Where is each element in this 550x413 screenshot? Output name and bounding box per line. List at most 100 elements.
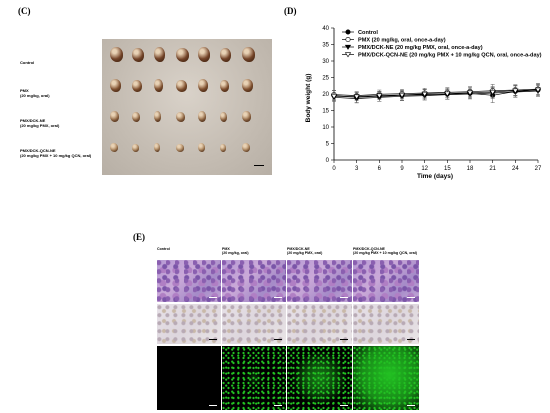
he-stain-tile bbox=[157, 260, 221, 302]
panel-c-row-label-pmx-dck-ne: PMX/DCK-NE (20 mg/kg PMX, oral) bbox=[20, 118, 60, 128]
y-tick-label: 35 bbox=[322, 43, 329, 49]
tumor-sample bbox=[242, 79, 253, 92]
panel-e-col-label-pmx: PMX (20 mg/kg, oral) bbox=[222, 247, 249, 256]
scale-bar bbox=[209, 297, 217, 298]
tumor-sample bbox=[132, 144, 139, 152]
tumor-sample bbox=[198, 79, 208, 92]
tumor-sample bbox=[220, 144, 226, 152]
tumor-sample bbox=[154, 143, 160, 152]
tumor-sample bbox=[132, 80, 142, 92]
series-line bbox=[333, 89, 539, 98]
panel-e-col-label-pmx-dck-ne: PMX/DCK-NE (20 mg/kg PMX, oral) bbox=[287, 247, 323, 256]
data-point bbox=[444, 91, 451, 97]
y-tick-label: 15 bbox=[322, 109, 329, 115]
legend-label: PMX/DCK-QCN-NE (20 mg/kg PMX + 10 mg/kg … bbox=[358, 53, 542, 59]
data-point bbox=[489, 89, 496, 95]
body-weight-chart: 0 5 10 15 20 25 30 35 40 0 3 6 9 12 15 18 21 24 27 Control… bbox=[305, 26, 542, 180]
tumor-sample bbox=[154, 47, 165, 62]
tumor-sample bbox=[198, 111, 206, 122]
scale-bar bbox=[340, 339, 348, 340]
legend-label: PMX (20 mg/kg, oral, once-a-day) bbox=[358, 38, 446, 44]
tumor-sample bbox=[198, 143, 205, 152]
data-point bbox=[353, 94, 360, 100]
y-tick-label: 5 bbox=[326, 142, 330, 148]
x-tick-label: 0 bbox=[332, 166, 336, 172]
x-tick-label: 21 bbox=[489, 166, 496, 172]
x-tick-label: 3 bbox=[355, 166, 359, 172]
x-tick-label: 12 bbox=[421, 166, 428, 172]
x-tick-label: 27 bbox=[535, 166, 542, 172]
tumor-sample bbox=[132, 112, 140, 122]
tumor-sample bbox=[220, 48, 231, 62]
tumor-photo bbox=[102, 39, 272, 175]
data-point bbox=[344, 52, 352, 58]
series-3 bbox=[330, 84, 542, 101]
scale-bar bbox=[209, 405, 217, 406]
y-tick-label: 30 bbox=[322, 59, 329, 65]
he-stain-tile bbox=[222, 260, 286, 302]
tumor-sample bbox=[176, 80, 187, 92]
panel-c-row-label-pmx-dck-qcn-ne: PMX/DCK-QCN-NE (20 mg/kg PMX + 10 mg/kg … bbox=[20, 148, 92, 158]
series-line bbox=[333, 88, 539, 97]
x-tick-label: 18 bbox=[467, 166, 474, 172]
y-tick-label: 25 bbox=[322, 76, 329, 82]
series-line bbox=[333, 89, 539, 97]
tumor-sample bbox=[176, 48, 189, 62]
y-tick-label: 40 bbox=[322, 26, 329, 32]
legend-entry: PMX/DCK-NE (20 mg/kg PMX, oral, once-a-d… bbox=[342, 44, 483, 51]
legend-label: Control bbox=[358, 30, 378, 36]
tunel-fluorescence-tile bbox=[287, 346, 352, 410]
legend-label: PMX/DCK-NE (20 mg/kg PMX, oral, once-a-d… bbox=[358, 45, 483, 51]
x-axis-label: Time (days) bbox=[417, 173, 453, 180]
he-stain-tile bbox=[287, 260, 352, 302]
data-point bbox=[330, 94, 338, 100]
tumor-sample bbox=[154, 79, 163, 92]
legend-entry: Control bbox=[342, 29, 378, 36]
scale-bar bbox=[274, 297, 282, 298]
ihc-stain-tile bbox=[157, 304, 221, 344]
data-point bbox=[376, 93, 383, 99]
tumor-sample bbox=[242, 47, 255, 62]
scale-bar bbox=[340, 297, 348, 298]
panel-e-col-label-pmx-dck-qcn-ne: PMX/DCK-QCN-NE (20 mg/kg PMX + 10 mg/kg … bbox=[353, 247, 418, 256]
panel-c-row-label-pmx: PMX (20 mg/kg, oral) bbox=[20, 88, 50, 98]
ihc-stain-tile bbox=[287, 304, 352, 344]
tunel-fluorescence-tile bbox=[222, 346, 286, 410]
legend-entry: PMX/DCK-QCN-NE (20 mg/kg PMX + 10 mg/kg … bbox=[342, 52, 542, 59]
panel-d-label: (D) bbox=[284, 6, 297, 16]
tumor-sample bbox=[220, 80, 229, 92]
tumor-sample bbox=[110, 47, 123, 62]
scale-bar bbox=[274, 405, 282, 406]
x-tick-label: 6 bbox=[378, 166, 382, 172]
scale-bar bbox=[407, 339, 415, 340]
data-point bbox=[534, 87, 542, 93]
data-point bbox=[398, 92, 406, 98]
x-tick-label: 9 bbox=[400, 166, 404, 172]
tumor-sample bbox=[198, 47, 210, 62]
y-tick-label: 10 bbox=[322, 125, 329, 131]
scale-bar bbox=[254, 165, 264, 166]
data-point bbox=[344, 44, 352, 50]
legend-entry: PMX (20 mg/kg, oral, once-a-day) bbox=[342, 36, 446, 44]
scale-bar bbox=[209, 339, 217, 340]
y-axis-label: Body weight (g) bbox=[305, 74, 312, 123]
panel-c-label: (C) bbox=[18, 6, 31, 16]
data-point bbox=[421, 91, 428, 97]
panel-c-row-label-control: Control bbox=[20, 60, 35, 65]
series-line bbox=[333, 90, 539, 99]
tumor-sample bbox=[110, 111, 119, 122]
y-tick-label: 0 bbox=[326, 158, 330, 164]
tunel-fluorescence-tile bbox=[157, 346, 221, 410]
tumor-sample bbox=[242, 143, 250, 152]
panel-e-col-label-control: Control bbox=[157, 247, 170, 251]
tumor-sample bbox=[176, 112, 185, 122]
scale-bar bbox=[340, 405, 348, 406]
data-point bbox=[512, 88, 519, 94]
tumor-sample bbox=[154, 111, 161, 122]
ihc-stain-tile bbox=[222, 304, 286, 344]
chart-series bbox=[330, 83, 542, 104]
he-stain-tile bbox=[353, 260, 419, 302]
scale-bar bbox=[407, 297, 415, 298]
tunel-fluorescence-tile bbox=[353, 346, 419, 410]
x-tick-label: 24 bbox=[512, 166, 519, 172]
